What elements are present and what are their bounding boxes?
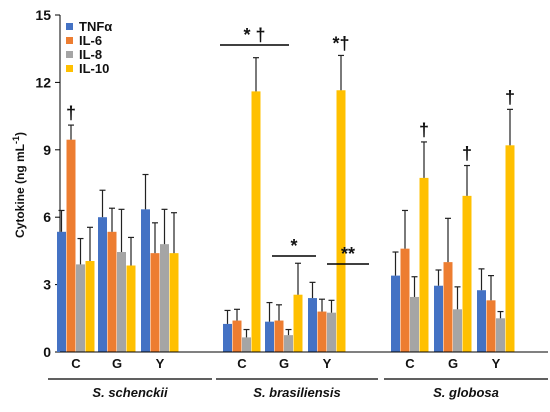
bar-IL-10 bbox=[293, 294, 303, 352]
bar-IL-6 bbox=[400, 248, 410, 352]
error-bars-layer bbox=[58, 54, 513, 338]
bar-IL-8 bbox=[410, 296, 419, 352]
x-category-label: C bbox=[405, 356, 415, 371]
significance-label: *† bbox=[332, 33, 349, 53]
y-axis: 0 3 6 9 12 15 bbox=[35, 7, 61, 360]
significance-label: † bbox=[419, 120, 429, 140]
x-category-label: Y bbox=[156, 356, 165, 371]
group-label: S. brasiliensis bbox=[253, 385, 340, 400]
bar-IL-8 bbox=[453, 309, 462, 352]
bar-IL-8 bbox=[160, 244, 169, 352]
legend-swatch-IL-8 bbox=[66, 51, 73, 58]
y-tick-label: 9 bbox=[43, 142, 51, 158]
bar-IL-8 bbox=[496, 318, 505, 352]
y-axis-label-suffix: ) bbox=[13, 132, 27, 136]
x-category-label: Y bbox=[492, 356, 501, 371]
bar-IL-8 bbox=[242, 337, 251, 352]
bar-IL-8 bbox=[76, 264, 85, 352]
bar-TNFα bbox=[477, 290, 486, 352]
bar-TNFα bbox=[223, 323, 232, 352]
x-category-label: G bbox=[448, 356, 458, 371]
bar-IL-10 bbox=[505, 145, 515, 352]
significance-label: † bbox=[462, 144, 472, 164]
bar-TNFα bbox=[141, 209, 150, 352]
y-tick-label: 12 bbox=[35, 74, 51, 90]
significance-label: † bbox=[505, 87, 515, 107]
y-axis-label-sup: -1 bbox=[11, 136, 21, 144]
bar-IL-10 bbox=[126, 265, 136, 352]
bar-IL-8 bbox=[327, 312, 336, 352]
y-axis-label: Cytokine (ng mL-1) bbox=[11, 132, 27, 238]
significance-label: † bbox=[66, 103, 76, 123]
x-category-label: G bbox=[112, 356, 122, 371]
bar-IL-6 bbox=[66, 139, 76, 352]
bar-IL-10 bbox=[169, 253, 179, 352]
legend-label: IL-8 bbox=[79, 47, 102, 62]
legend-label: IL-6 bbox=[79, 33, 102, 48]
bar-IL-6 bbox=[486, 300, 496, 352]
bar-IL-6 bbox=[274, 320, 284, 352]
legend-swatch-TNFα bbox=[66, 23, 73, 30]
group-label: S. globosa bbox=[433, 385, 499, 400]
legend-label: IL-10 bbox=[79, 61, 109, 76]
x-axis: C G Y C G Y C G Y S. schenckii S. brasiliensis S. g… bbox=[48, 351, 548, 400]
significance-label: * † bbox=[243, 25, 265, 45]
bar-IL-6 bbox=[232, 320, 242, 352]
x-category-label: C bbox=[71, 356, 81, 371]
y-tick-label: 6 bbox=[43, 209, 51, 225]
y-axis-label-main: Cytokine (ng mL bbox=[13, 144, 27, 238]
bar-IL-10 bbox=[419, 177, 429, 352]
bar-TNFα bbox=[265, 321, 274, 352]
bar-IL-6 bbox=[443, 262, 453, 352]
x-category-label: Y bbox=[323, 356, 332, 371]
significance-label: * bbox=[290, 236, 297, 256]
bar-IL-10 bbox=[336, 90, 346, 352]
annotations-layer: †* †* ***†††† bbox=[66, 25, 515, 265]
bar-IL-6 bbox=[107, 231, 117, 352]
y-axis-title: Cytokine (ng mL-1) bbox=[11, 132, 27, 238]
bar-TNFα bbox=[308, 298, 317, 352]
bar-IL-8 bbox=[284, 335, 293, 352]
bar-TNFα bbox=[98, 217, 107, 352]
y-tick-label: 0 bbox=[43, 344, 51, 360]
x-category-label: C bbox=[237, 356, 247, 371]
bar-IL-10 bbox=[85, 261, 95, 352]
y-tick-label: 15 bbox=[35, 7, 51, 23]
legend-swatch-IL-6 bbox=[66, 37, 73, 44]
bar-TNFα bbox=[434, 285, 443, 352]
legend-swatch-IL-10 bbox=[66, 65, 73, 72]
bar-IL-10 bbox=[251, 91, 261, 353]
bar-TNFα bbox=[391, 275, 400, 352]
bar-IL-10 bbox=[462, 195, 472, 352]
y-tick-label: 3 bbox=[43, 277, 51, 293]
bar-IL-6 bbox=[317, 311, 327, 352]
bar-TNFα bbox=[57, 231, 66, 352]
bar-IL-6 bbox=[150, 253, 160, 352]
x-category-label: G bbox=[279, 356, 289, 371]
bar-IL-8 bbox=[117, 252, 126, 352]
group-label: S. schenckii bbox=[92, 385, 168, 400]
bars-layer bbox=[57, 90, 515, 353]
significance-label: ** bbox=[341, 244, 355, 264]
legend-label: TNFα bbox=[79, 19, 112, 34]
